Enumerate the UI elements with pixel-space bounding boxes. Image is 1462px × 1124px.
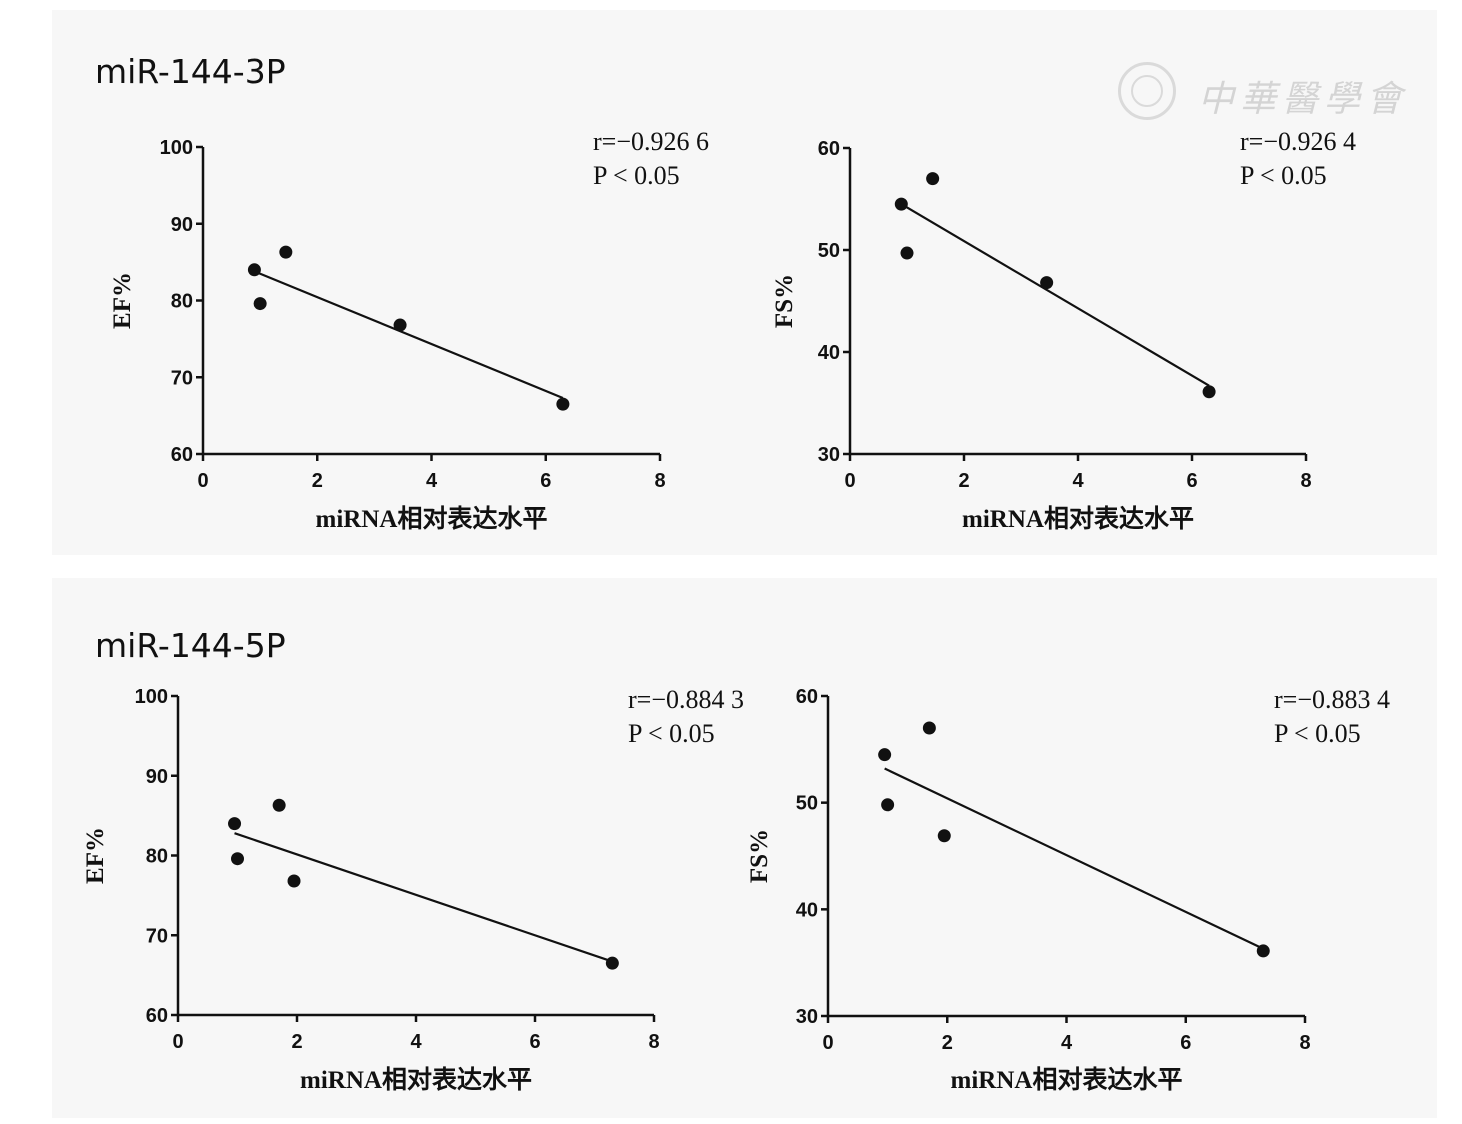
y-tick-label: 100 (160, 137, 193, 159)
data-point (605, 956, 619, 970)
x-tick-label: 8 (654, 470, 665, 492)
y-tick-label: 70 (171, 367, 193, 389)
x-tick-label: 4 (426, 470, 438, 492)
x-axis-title: miRNA相对表达水平 (962, 505, 1194, 533)
y-tick-label: 60 (146, 1005, 168, 1027)
y-axis-title: FS% (746, 829, 773, 883)
y-axis-title: EF% (109, 272, 136, 329)
y-tick-label: 50 (818, 240, 840, 262)
x-tick-label: 4 (410, 1031, 422, 1053)
p-value-label: P < 0.05 (1240, 161, 1327, 190)
p-value-label: P < 0.05 (628, 719, 715, 748)
p-value-label: P < 0.05 (1274, 719, 1361, 748)
data-point (279, 245, 293, 259)
x-axis-title: miRNA相对表达水平 (300, 1066, 532, 1094)
data-point (900, 246, 914, 260)
x-axis-title: miRNA相对表达水平 (951, 1066, 1183, 1094)
x-tick-label: 8 (648, 1031, 659, 1053)
x-tick-label: 6 (1180, 1032, 1191, 1054)
x-tick-label: 6 (1186, 470, 1197, 492)
data-point (228, 817, 242, 831)
correlation-label: r=−0.884 3 (628, 685, 744, 714)
data-point (287, 874, 301, 888)
x-tick-label: 4 (1061, 1032, 1073, 1054)
group-title-5p: miR-144-5P (95, 626, 286, 665)
data-point (231, 852, 244, 866)
regression-line (234, 832, 613, 963)
data-point (1202, 385, 1216, 399)
data-point (393, 318, 407, 332)
y-tick-label: 70 (146, 925, 168, 947)
y-axis-title: FS% (771, 274, 798, 328)
correlation-label: r=−0.926 4 (1240, 127, 1356, 156)
y-tick-label: 50 (796, 793, 818, 815)
x-tick-label: 2 (942, 1032, 953, 1054)
y-tick-label: 80 (146, 846, 168, 868)
x-axis-title: miRNA相对表达水平 (316, 505, 548, 533)
y-tick-label: 40 (796, 899, 818, 921)
y-tick-label: 80 (171, 291, 193, 313)
x-tick-label: 0 (844, 470, 855, 492)
data-point (878, 748, 892, 762)
x-tick-label: 2 (291, 1031, 302, 1053)
scatter-chart-2: 30 40 50 60 0 2 4 6 8 miRNA相对表达水平 FS% r=−0.926 4 P <… (771, 127, 1356, 533)
data-point (926, 172, 940, 186)
x-tick-label: 2 (958, 470, 969, 492)
data-point (247, 263, 261, 277)
y-tick-label: 90 (171, 214, 193, 236)
y-tick-label: 30 (818, 444, 840, 466)
data-point (253, 297, 267, 311)
x-tick-label: 6 (529, 1031, 540, 1053)
y-tick-label: 60 (796, 686, 818, 708)
data-point (894, 197, 908, 211)
correlation-label: r=−0.926 6 (593, 127, 709, 156)
scatter-chart-1: 60 70 80 90 100 0 2 4 6 8 miRNA相对表达水平 EF% r=−0.926 6… (109, 127, 709, 533)
data-point (1040, 276, 1054, 290)
data-point (881, 798, 895, 812)
bottom-panel-background (52, 578, 1437, 1118)
p-value-label: P < 0.05 (593, 161, 680, 190)
scatter-chart-3: 60 70 80 90 100 0 2 4 6 8 miRNA相对表达水平 EF% r=−0.884 3… (82, 685, 744, 1094)
data-point (922, 721, 936, 735)
data-point (556, 397, 570, 411)
data-point (1256, 944, 1270, 958)
data-point (937, 829, 951, 843)
y-axis-title: EF% (82, 827, 109, 884)
regression-line (253, 270, 564, 399)
x-tick-label: 6 (540, 470, 551, 492)
y-tick-label: 60 (818, 138, 840, 160)
watermark-text: 中華醫學會 (1198, 79, 1409, 120)
x-tick-label: 8 (1299, 1032, 1310, 1054)
society-seal-icon (1118, 62, 1176, 120)
watermark: 中華醫學會 (1118, 58, 1418, 130)
x-tick-label: 0 (172, 1031, 183, 1053)
regression-line (900, 203, 1210, 387)
group-title-3p: miR-144-3P (95, 52, 286, 91)
y-tick-label: 40 (818, 342, 840, 364)
data-point (272, 798, 286, 812)
scatter-chart-4: 30 40 50 60 0 2 4 6 8 miRNA相对表达水平 FS% r=−0.883 4 P <… (746, 685, 1390, 1094)
x-tick-label: 0 (197, 470, 208, 492)
x-tick-label: 4 (1072, 470, 1084, 492)
x-tick-label: 8 (1300, 470, 1311, 492)
correlation-label: r=−0.883 4 (1274, 685, 1390, 714)
x-tick-label: 2 (312, 470, 323, 492)
y-tick-label: 30 (796, 1006, 818, 1028)
y-tick-label: 100 (135, 686, 168, 708)
y-tick-label: 60 (171, 444, 193, 466)
x-tick-label: 0 (822, 1032, 833, 1054)
y-tick-label: 90 (146, 766, 168, 788)
regression-line (884, 767, 1264, 950)
